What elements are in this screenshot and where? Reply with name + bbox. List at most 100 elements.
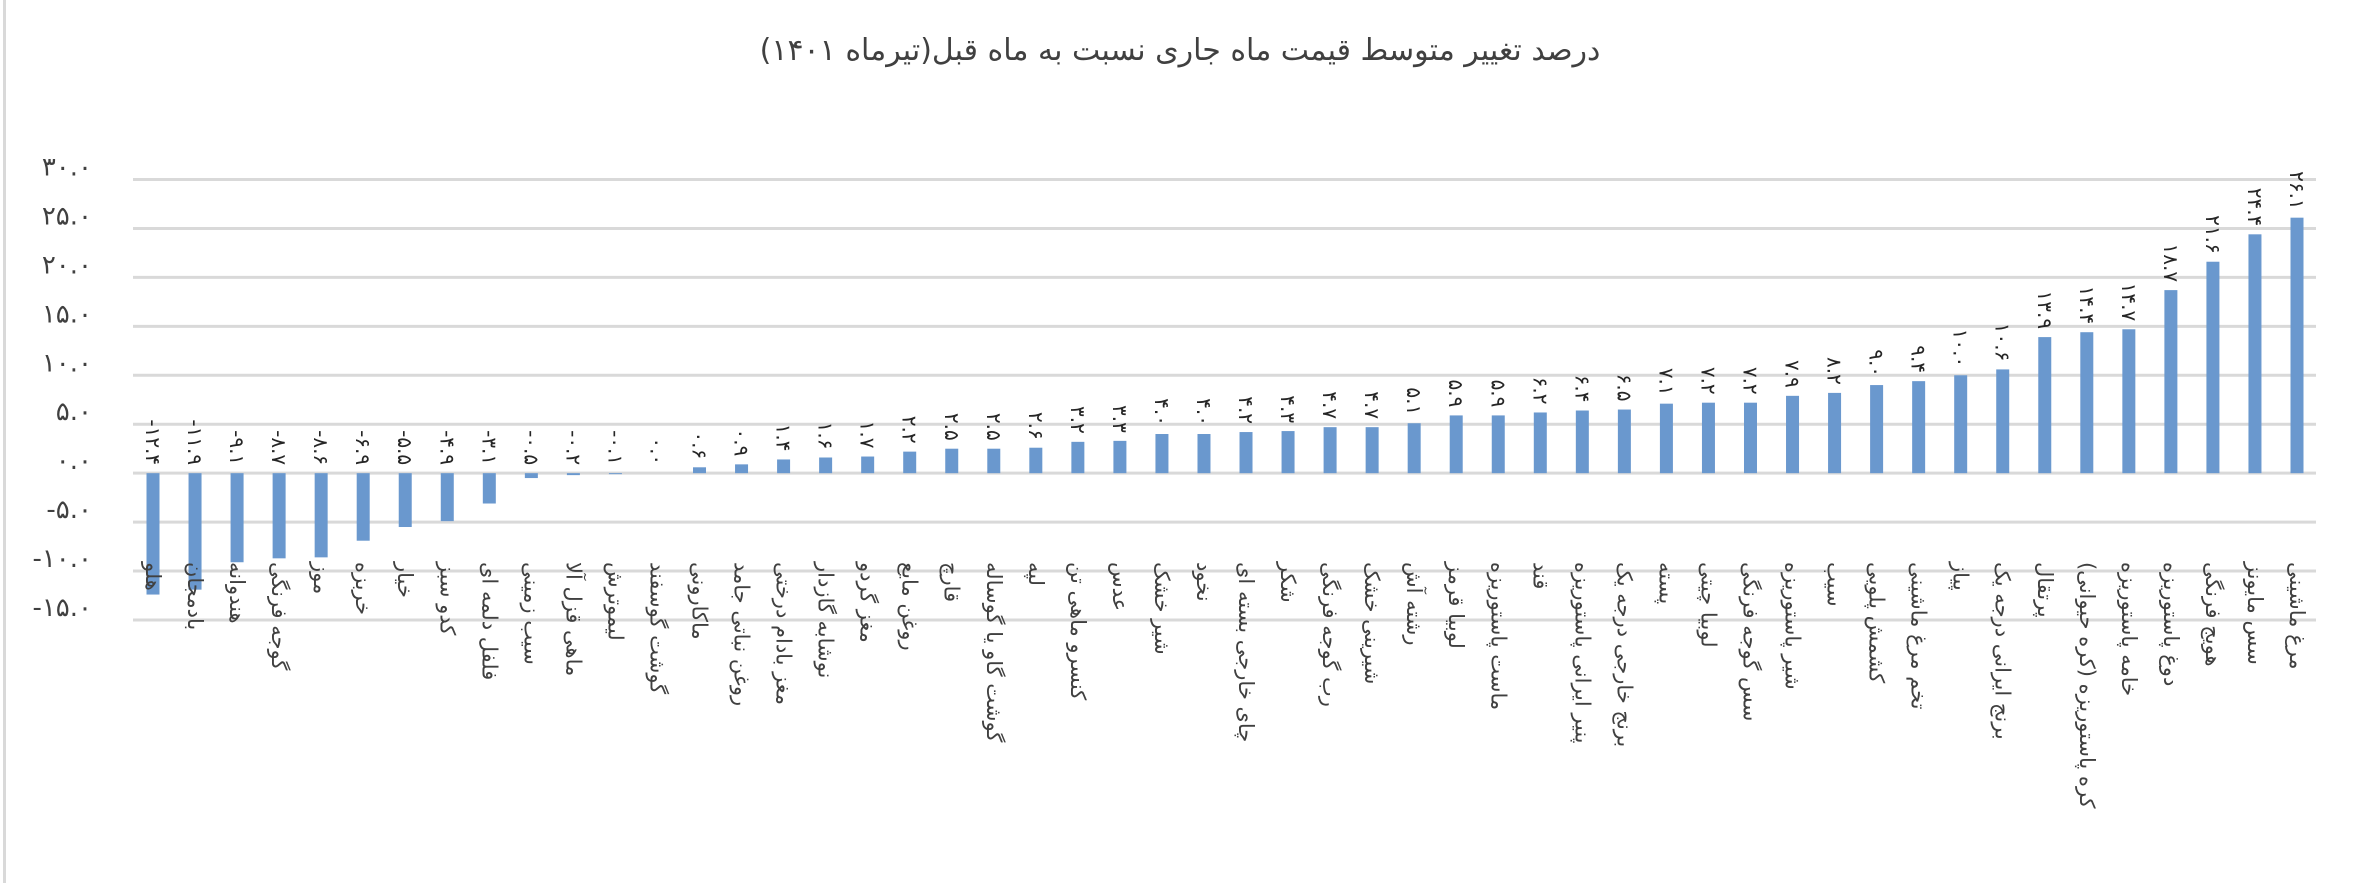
bar: [1533, 412, 1547, 474]
data-label: ۷.۱: [1654, 368, 1678, 396]
category-label: لوبیا قرمز: [1444, 561, 1468, 649]
category-label: قند: [1528, 562, 1552, 589]
category-label: فلفل دلمه ای: [477, 562, 501, 680]
data-label: ۱۳.۹: [2033, 291, 2057, 330]
bar: [1996, 369, 2010, 474]
bar: [1029, 447, 1043, 474]
category-label: پسته: [1654, 562, 1678, 604]
category-label: هلو: [141, 561, 165, 591]
data-label: ۲۴.۴: [2243, 188, 2267, 227]
data-label: -۵.۵: [393, 430, 417, 465]
data-label: ۱.۷: [856, 421, 880, 449]
category-label: عدس: [1108, 562, 1132, 611]
y-tick-label: ۱۵.۰: [42, 299, 92, 329]
data-label: ۴.۰: [1150, 398, 1174, 426]
category-label: قارچ: [940, 562, 964, 602]
bar: [188, 473, 202, 590]
bar: [1197, 434, 1211, 474]
category-label: روغن مایع: [898, 562, 922, 651]
data-label: ۷.۲: [1738, 367, 1762, 395]
category-label: نوشابه گازدار: [814, 561, 838, 678]
bar: [1743, 402, 1757, 474]
bar: [440, 473, 454, 522]
bar: [1491, 415, 1505, 474]
bar: [608, 473, 622, 475]
bar: [1281, 431, 1295, 474]
bar: [398, 473, 412, 528]
category-label: ماست پاستوریزه: [1486, 562, 1510, 710]
category-label: هویج فرنگی: [2201, 562, 2225, 667]
category-label: سیب زمینی: [519, 562, 543, 665]
data-label: ۴.۳: [1276, 395, 1300, 423]
data-label: -۱۱.۹: [183, 419, 207, 465]
data-label: -۰.۱: [603, 430, 627, 465]
data-label: ۰.۹: [730, 429, 754, 457]
category-label: گوشت گاو یا گوساله: [982, 562, 1006, 742]
bar: [693, 467, 707, 474]
data-label: ۵.۱: [1402, 387, 1426, 415]
bar: [2164, 290, 2178, 474]
data-label: -۶.۹: [351, 430, 375, 465]
data-label: -۰.۲: [561, 430, 585, 465]
y-tick-label: ۱۰.۰: [42, 348, 92, 378]
category-labels: هلو بادمجان هندوانه گوجه فرنگی موز خربزه خیار ک…: [141, 561, 2309, 809]
category-label: رب گوجه فرنگی: [1318, 562, 1342, 707]
category-label: خامه پاستوریزه: [2117, 562, 2141, 696]
category-label: سس گوجه فرنگی: [1738, 562, 1762, 721]
category-label: شیرینی خشک: [1360, 562, 1384, 684]
category-label: روغن نباتی جامد: [730, 562, 754, 706]
data-label: ۳.۲: [1066, 406, 1090, 434]
data-label: ۱۴.۴: [2075, 286, 2099, 325]
data-label: ۲.۵: [982, 413, 1006, 441]
bar: [1365, 427, 1379, 474]
bar: [2038, 337, 2052, 474]
data-label: ۴.۷: [1360, 391, 1384, 419]
data-label: ۶.۲: [1528, 377, 1552, 405]
bar: [2206, 261, 2220, 474]
category-label: سیب: [1823, 562, 1847, 607]
data-label: -۸.۷: [267, 430, 291, 465]
category-label: گوجه فرنگی: [267, 562, 291, 670]
data-label: -۳.۱: [477, 430, 501, 465]
data-label: ۳.۳: [1108, 405, 1132, 433]
bar: [482, 473, 496, 504]
category-label: موز: [309, 561, 333, 594]
category-label: کشمش پلویی: [1865, 562, 1889, 683]
data-label: ۷.۲: [1696, 367, 1720, 395]
category-label: پیاز: [1949, 561, 1973, 591]
bar: [1954, 375, 1968, 474]
category-label: خیار: [393, 561, 417, 598]
bar: [777, 459, 791, 474]
category-label: لیموترش: [603, 562, 627, 641]
y-tick-label: ۲۵.۰: [42, 201, 92, 231]
y-tick-label: ۲۰.۰: [42, 250, 92, 280]
category-label: سس مایونز: [2243, 561, 2267, 665]
bar: [1239, 432, 1253, 474]
data-label: ۴.۰: [1192, 398, 1216, 426]
bar: [861, 456, 875, 474]
y-tick-label: -۱۰.۰: [32, 544, 92, 574]
category-label: کدو سبز: [435, 561, 459, 635]
data-label: -۸.۶: [309, 430, 333, 465]
data-label: ۵.۹: [1444, 380, 1468, 408]
category-label: شکر: [1276, 561, 1300, 603]
bar: [566, 473, 580, 476]
y-tick-label: -۱۵.۰: [32, 593, 92, 623]
gridlines: [133, 178, 2316, 622]
data-label: ۲.۵: [940, 413, 964, 441]
category-label: مغز بادام درختی: [772, 562, 796, 705]
y-tick-label: ۳۰.۰: [42, 153, 92, 183]
data-label: ۱۰.۶: [1991, 323, 2015, 362]
data-label: ۴.۲: [1234, 396, 1258, 424]
category-label: دوغ پاستوریزه: [2159, 562, 2183, 686]
bar: [1786, 395, 1800, 474]
category-label: تخم مرغ ماشینی: [1906, 562, 1931, 710]
bar: [1701, 402, 1715, 474]
category-label: گوشت گوسفند: [645, 562, 669, 694]
y-tick-label: ۵.۰: [56, 397, 92, 427]
category-label: چای خارجی بسته ای: [1234, 562, 1258, 742]
category-label: هندوانه: [225, 562, 249, 624]
data-label: ۱۰.۰: [1949, 329, 1973, 368]
bar: [524, 473, 538, 479]
